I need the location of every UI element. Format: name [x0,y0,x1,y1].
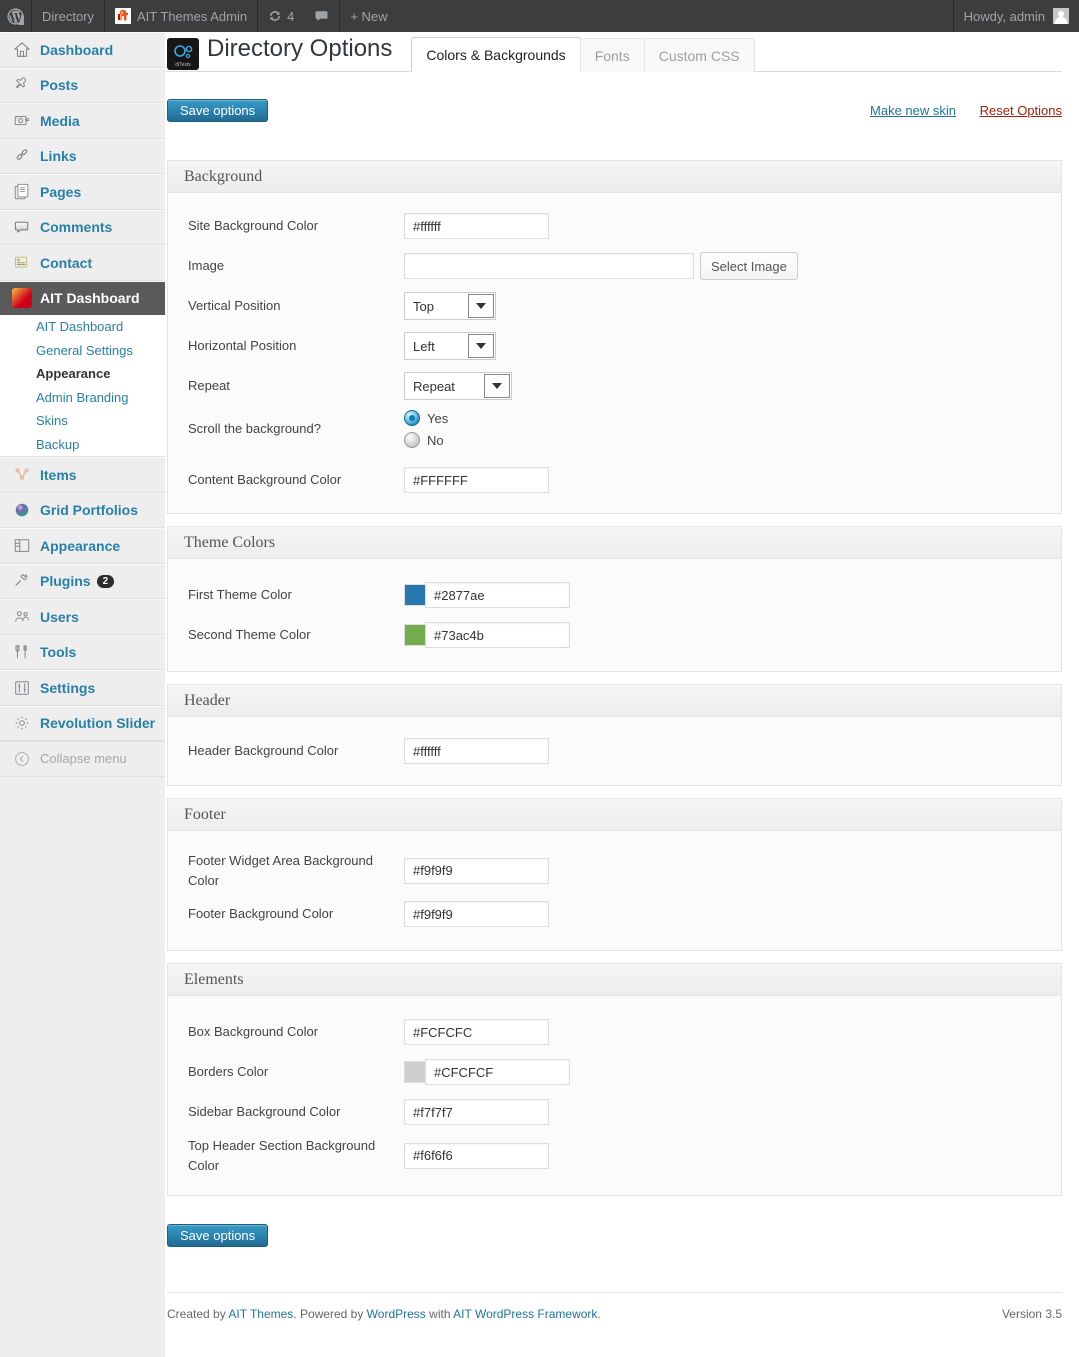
svg-text:diTexts: diTexts [175,62,191,68]
